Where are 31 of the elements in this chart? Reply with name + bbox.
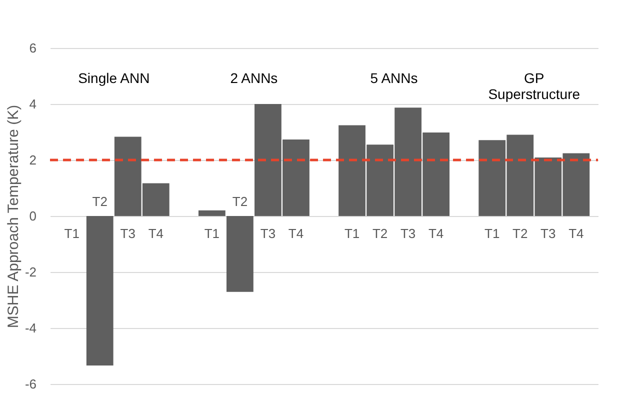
x-tick-label: T3	[260, 226, 276, 241]
x-tick-label: T4	[428, 226, 444, 241]
y-axis-title: MSHE Approach Temperature (K)	[4, 104, 22, 328]
y-tick-label: -2	[24, 264, 36, 280]
x-tick-label: T1	[484, 226, 500, 241]
y-tick-label: -4	[24, 320, 36, 336]
annotation: GP Superstructure	[488, 70, 580, 102]
x-tick-label: T2	[372, 226, 388, 241]
x-tick-label: T3	[120, 226, 136, 241]
x-tick-label: T2	[232, 194, 248, 209]
x-tick-label: T4	[148, 226, 164, 241]
y-tick-label: -6	[24, 376, 36, 392]
x-tick-label: T3	[540, 226, 556, 241]
y-tick-label: 2	[29, 152, 36, 168]
x-tick-label: T1	[204, 226, 220, 241]
bar	[226, 216, 254, 292]
x-tick-label: T3	[400, 226, 416, 241]
bar	[86, 216, 114, 366]
y-tick-label: 4	[29, 96, 36, 112]
x-tick-label: T4	[288, 226, 304, 241]
x-tick-label: T4	[568, 226, 584, 241]
x-tick-label: T2	[92, 194, 108, 209]
x-tick-label: T1	[344, 226, 360, 241]
annotation: Single ANN	[78, 70, 150, 86]
x-tick-label: T2	[512, 226, 528, 241]
y-tick-label: 6	[29, 40, 36, 56]
annotation: 2 ANNs	[230, 70, 278, 86]
y-tick-label: 0	[29, 208, 36, 224]
annotation: 5 ANNs	[370, 70, 418, 86]
bar	[198, 210, 226, 216]
x-tick-label: T1	[64, 226, 80, 241]
